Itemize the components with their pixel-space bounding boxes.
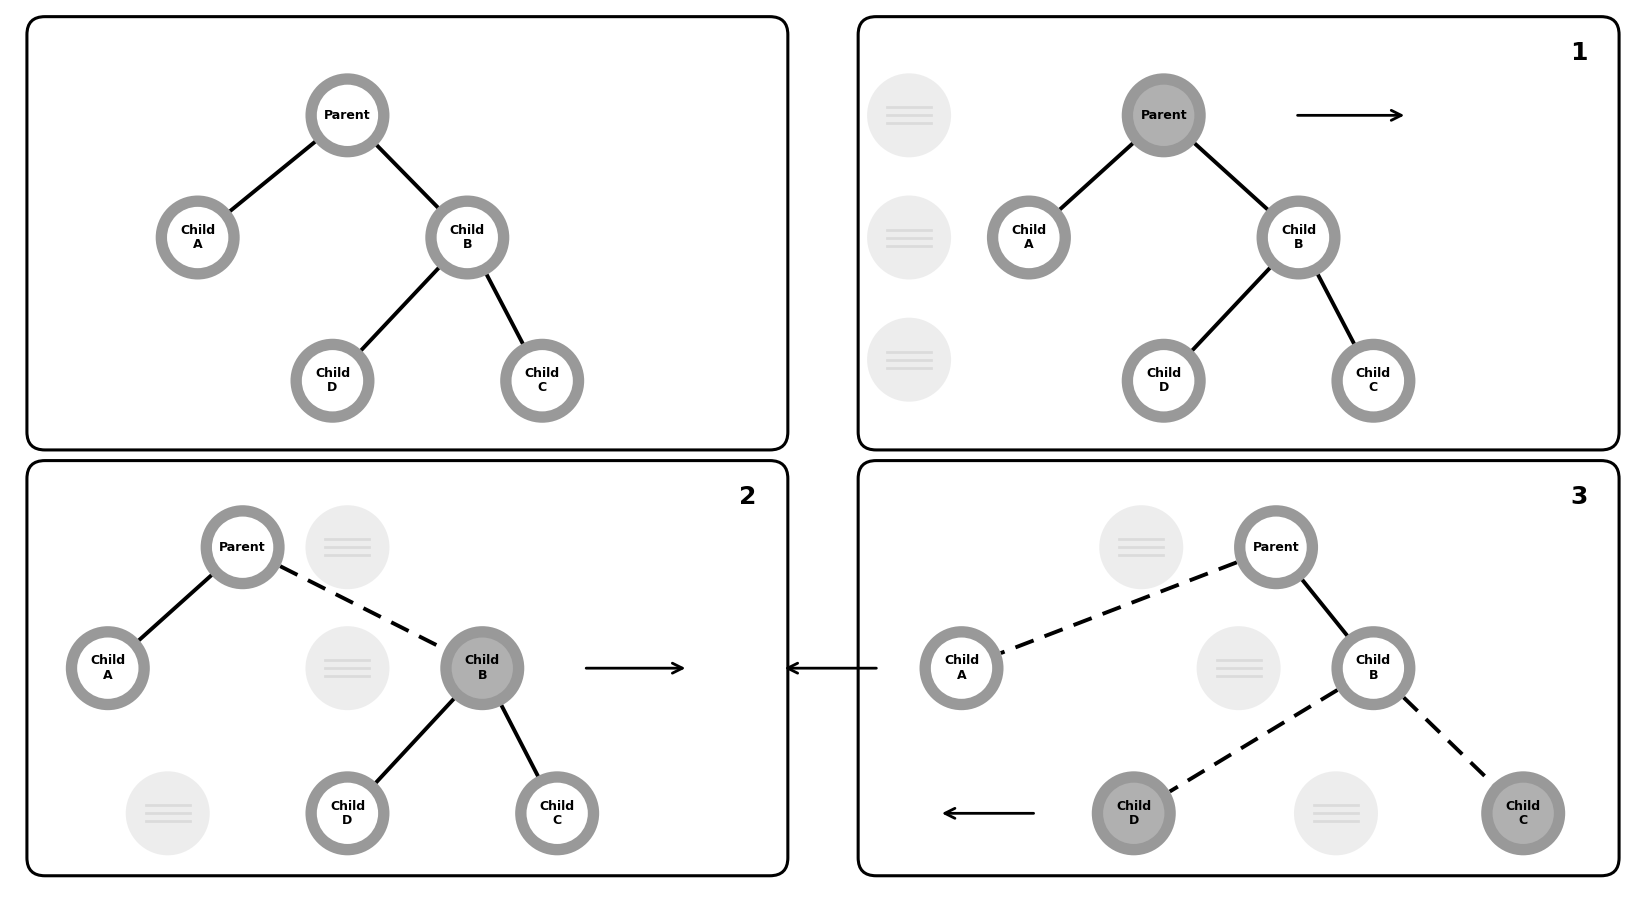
Text: 1: 1: [1570, 41, 1588, 64]
Circle shape: [318, 517, 377, 577]
Circle shape: [316, 783, 379, 844]
Circle shape: [1294, 771, 1378, 855]
Circle shape: [1121, 73, 1207, 158]
Circle shape: [439, 626, 525, 710]
Circle shape: [306, 73, 390, 158]
Circle shape: [451, 638, 514, 699]
Text: 3: 3: [1570, 485, 1588, 508]
Circle shape: [166, 207, 229, 268]
Circle shape: [156, 196, 240, 280]
Circle shape: [1234, 506, 1318, 589]
FancyBboxPatch shape: [26, 460, 788, 876]
Circle shape: [306, 506, 390, 589]
Circle shape: [1305, 783, 1366, 843]
Text: Child
A: Child A: [179, 224, 216, 251]
Circle shape: [920, 626, 1004, 710]
Circle shape: [212, 516, 273, 578]
Circle shape: [66, 626, 150, 710]
Circle shape: [1111, 517, 1172, 577]
Circle shape: [425, 196, 509, 280]
Text: Parent: Parent: [1253, 541, 1299, 554]
Text: 2: 2: [739, 485, 757, 508]
Circle shape: [1132, 84, 1195, 146]
Circle shape: [1343, 638, 1404, 699]
FancyBboxPatch shape: [858, 460, 1620, 876]
Circle shape: [1091, 771, 1175, 855]
Text: Child
A: Child A: [943, 654, 979, 682]
Circle shape: [138, 783, 198, 843]
Circle shape: [125, 771, 209, 855]
Text: Parent: Parent: [324, 109, 370, 121]
Circle shape: [1103, 783, 1164, 844]
Text: Child
B: Child B: [464, 654, 500, 682]
Circle shape: [988, 196, 1072, 280]
Circle shape: [867, 318, 951, 401]
Text: Child
D: Child D: [1146, 367, 1182, 394]
Circle shape: [500, 339, 584, 423]
Circle shape: [1100, 506, 1183, 589]
Text: Child
B: Child B: [449, 224, 486, 251]
Circle shape: [1267, 207, 1330, 268]
Circle shape: [515, 771, 599, 855]
Circle shape: [316, 84, 379, 146]
Circle shape: [1332, 626, 1416, 710]
Circle shape: [1332, 339, 1416, 423]
Circle shape: [1481, 771, 1565, 855]
Circle shape: [1343, 350, 1404, 411]
Circle shape: [1132, 350, 1195, 411]
Text: Child
D: Child D: [1116, 800, 1151, 827]
Circle shape: [290, 339, 375, 423]
Circle shape: [867, 73, 951, 158]
Circle shape: [867, 196, 951, 280]
Circle shape: [997, 207, 1060, 268]
Circle shape: [1493, 783, 1554, 844]
Circle shape: [201, 506, 285, 589]
Text: Child
D: Child D: [329, 800, 365, 827]
Text: Child
C: Child C: [525, 367, 560, 394]
Circle shape: [879, 85, 940, 146]
Circle shape: [318, 638, 377, 699]
Text: Child
B: Child B: [1281, 224, 1317, 251]
Text: Child
B: Child B: [1356, 654, 1391, 682]
Circle shape: [879, 330, 940, 390]
Text: Child
C: Child C: [540, 800, 574, 827]
Text: Parent: Parent: [219, 541, 267, 554]
Circle shape: [932, 638, 993, 699]
Text: Child
C: Child C: [1506, 800, 1541, 827]
Text: Parent: Parent: [1141, 109, 1187, 121]
Circle shape: [436, 207, 499, 268]
Circle shape: [1246, 516, 1307, 578]
Text: Child
A: Child A: [1011, 224, 1047, 251]
Circle shape: [512, 350, 573, 411]
Circle shape: [1197, 626, 1281, 710]
Circle shape: [1208, 638, 1269, 699]
Text: Child
A: Child A: [91, 654, 125, 682]
FancyBboxPatch shape: [26, 16, 788, 450]
Text: Child
D: Child D: [314, 367, 351, 394]
Circle shape: [306, 771, 390, 855]
Circle shape: [1121, 339, 1207, 423]
FancyBboxPatch shape: [858, 16, 1620, 450]
Circle shape: [301, 350, 364, 411]
Circle shape: [306, 626, 390, 710]
Circle shape: [527, 783, 588, 844]
Text: Child
C: Child C: [1356, 367, 1391, 394]
Circle shape: [77, 638, 138, 699]
Circle shape: [879, 207, 940, 268]
Circle shape: [1256, 196, 1340, 280]
